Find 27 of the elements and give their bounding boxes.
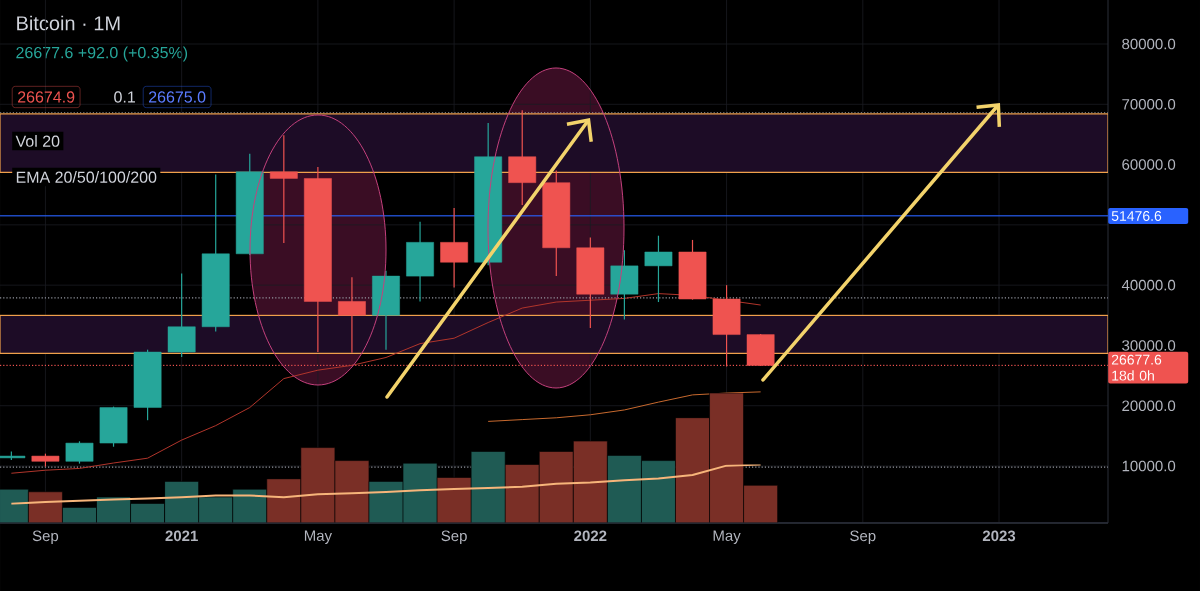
x-tick-label: Sep [441,530,467,545]
text: 26677.6 +92.0 (+0.35%) [16,46,188,62]
annotation: 0.1 [114,91,135,103]
text: Bitcoin · 1M [17,15,120,31]
x-tick-label: 2023 [982,530,1016,542]
x-tick-label: May [304,530,333,544]
annotation: EMA 20/50/100/200 [16,171,157,183]
y-tick-label: 40000.0 [1121,279,1176,291]
line-series [10,293,762,474]
y-tick-label: 80000.0 [1122,38,1176,50]
x-tick-label: May [713,530,741,544]
ref-line-label: 26677.6 18d 0h [1111,354,1162,381]
x-tick-label: Sep [32,530,59,545]
chart-title: Vol 20 [15,135,60,147]
annotation: 26674.9 [18,91,75,103]
ref-line-label: 51476.6 [1111,211,1162,221]
y-tick-label: 20000.0 [1122,400,1176,412]
annotation: 26675.0 [149,91,206,103]
line-series [487,391,762,422]
x-tick-label: 2022 [574,530,607,542]
x-tick-label: Sep [850,530,876,545]
y-tick-label: 30000.0 [1122,340,1176,351]
x-tick-label: 2021 [165,530,198,542]
y-tick-label: 70000.0 [1122,98,1176,110]
y-tick-label: 10000.0 [1122,460,1176,472]
y-tick-label: 60000.0 [1122,159,1176,170]
candlestick [269,134,298,244]
